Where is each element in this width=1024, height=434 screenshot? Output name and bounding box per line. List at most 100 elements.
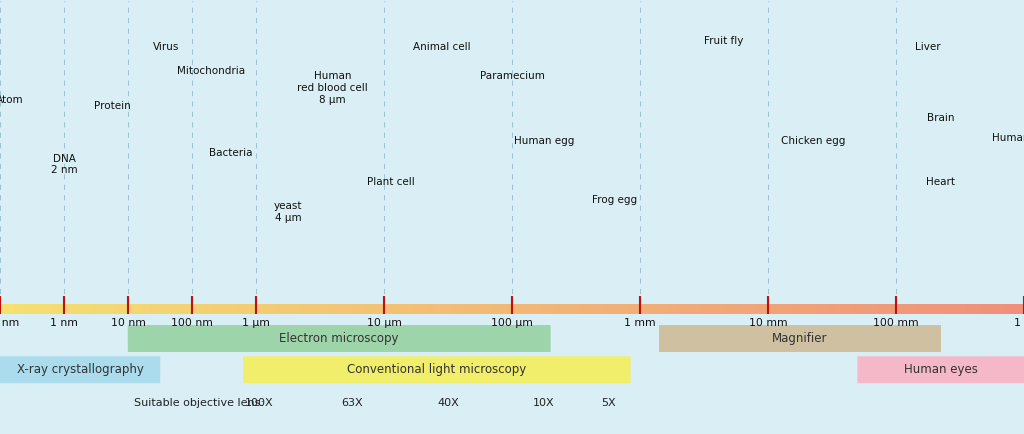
Bar [181, 304, 185, 314]
Bar [676, 304, 680, 314]
Bar [863, 304, 867, 314]
Bar [28, 304, 32, 314]
Bar [796, 304, 800, 314]
Bar [850, 304, 854, 314]
Bar [693, 304, 697, 314]
Bar [427, 304, 431, 314]
Bar [901, 304, 905, 314]
Bar [232, 304, 237, 314]
Text: Chicken egg: Chicken egg [780, 136, 845, 146]
Bar [607, 304, 611, 314]
Bar [48, 304, 52, 314]
Bar [966, 304, 970, 314]
Bar [737, 304, 741, 314]
Bar [474, 304, 478, 314]
Bar [284, 304, 288, 314]
Bar [925, 304, 929, 314]
Bar [809, 304, 813, 314]
Bar [788, 304, 793, 314]
Bar [1017, 304, 1021, 314]
Bar [351, 304, 355, 314]
Text: Human: Human [992, 133, 1024, 143]
Bar [212, 304, 216, 314]
Text: 1 mm: 1 mm [625, 318, 655, 328]
Bar [99, 304, 103, 314]
Bar [980, 304, 984, 314]
Bar [727, 304, 731, 314]
Text: Magnifier: Magnifier [772, 332, 827, 345]
Bar [1011, 304, 1015, 314]
Bar [335, 304, 339, 314]
Text: Heart: Heart [927, 178, 955, 187]
Bar [710, 304, 714, 314]
Bar [402, 304, 407, 314]
Bar [983, 304, 987, 314]
Bar [478, 304, 482, 314]
Bar [847, 304, 851, 314]
Bar [65, 304, 69, 314]
Bar [748, 304, 752, 314]
Bar [837, 304, 841, 314]
Bar [123, 304, 127, 314]
Bar [522, 304, 526, 314]
Bar [648, 304, 652, 314]
Bar [256, 304, 260, 314]
Bar [366, 304, 370, 314]
Bar [628, 304, 632, 314]
Bar [512, 304, 516, 314]
Bar [853, 304, 857, 314]
FancyBboxPatch shape [857, 356, 1024, 383]
Bar [437, 304, 441, 314]
Bar [355, 304, 359, 314]
Bar [177, 304, 181, 314]
Bar [417, 304, 421, 314]
Bar [484, 304, 488, 314]
Bar [136, 304, 140, 314]
Bar [986, 304, 990, 314]
Bar [1004, 304, 1008, 314]
Bar [341, 304, 345, 314]
Bar [317, 304, 322, 314]
Bar [707, 304, 711, 314]
Bar [993, 304, 997, 314]
Bar [714, 304, 718, 314]
Bar [105, 304, 110, 314]
Bar [208, 304, 212, 314]
Bar [519, 304, 523, 314]
Bar [376, 304, 380, 314]
Text: 1 nm: 1 nm [50, 318, 78, 328]
Text: Electron microscopy: Electron microscopy [280, 332, 399, 345]
Text: 100 μm: 100 μm [492, 318, 532, 328]
Bar [499, 304, 503, 314]
Bar [392, 304, 396, 314]
Bar [614, 304, 618, 314]
Bar [20, 304, 25, 314]
Text: 63X: 63X [341, 398, 362, 408]
Bar [833, 304, 837, 314]
Bar [171, 304, 175, 314]
Bar [597, 304, 601, 314]
Bar [563, 304, 567, 314]
Bar [591, 304, 595, 314]
Bar [932, 304, 936, 314]
Bar [413, 304, 417, 314]
Bar [187, 304, 191, 314]
Bar [110, 304, 114, 314]
Bar [570, 304, 574, 314]
Bar [540, 304, 544, 314]
Bar [259, 304, 263, 314]
Bar [955, 304, 959, 314]
Bar [126, 304, 130, 314]
Text: Brain: Brain [927, 113, 954, 123]
Bar [372, 304, 376, 314]
Text: Human eyes: Human eyes [904, 363, 978, 376]
Text: 100 nm: 100 nm [171, 318, 213, 328]
Bar [652, 304, 656, 314]
Bar [584, 304, 588, 314]
Bar [1007, 304, 1011, 314]
Bar [566, 304, 570, 314]
Bar [573, 304, 578, 314]
Bar [3, 304, 7, 314]
Bar [468, 304, 472, 314]
Bar [556, 304, 560, 314]
